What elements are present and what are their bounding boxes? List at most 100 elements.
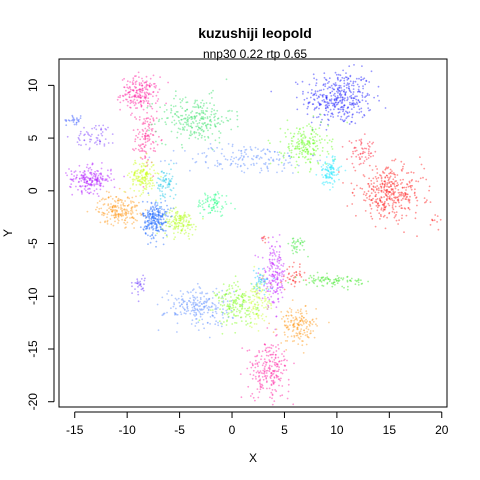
data-point: [221, 314, 224, 316]
data-point: [218, 141, 221, 144]
data-point: [225, 293, 228, 295]
data-point: [144, 88, 147, 90]
data-point: [376, 95, 379, 97]
data-point: [191, 226, 194, 229]
data-point: [201, 303, 204, 305]
data-point: [220, 152, 223, 155]
data-point: [117, 199, 119, 202]
data-point: [87, 182, 89, 185]
data-point: [325, 101, 327, 104]
data-point: [235, 290, 237, 293]
data-point: [200, 117, 203, 120]
data-point: [174, 222, 176, 224]
data-point: [83, 188, 86, 190]
data-point: [218, 163, 221, 166]
data-point: [295, 153, 298, 156]
data-point: [338, 108, 340, 111]
data-point: [271, 301, 274, 303]
data-point: [194, 115, 197, 118]
data-point: [258, 361, 260, 364]
data-point: [174, 228, 176, 230]
data-point: [260, 277, 263, 280]
data-point: [367, 107, 370, 109]
data-point: [179, 216, 182, 219]
data-point: [196, 303, 198, 305]
data-point: [142, 177, 144, 179]
data-point: [96, 177, 99, 180]
data-point: [134, 171, 136, 174]
data-point: [268, 364, 271, 367]
data-point: [163, 212, 166, 215]
data-point: [316, 90, 319, 93]
data-point: [351, 84, 353, 87]
data-point: [203, 327, 206, 330]
data-point: [375, 177, 378, 180]
data-point: [206, 117, 209, 120]
data-point: [337, 88, 339, 91]
data-point: [152, 221, 155, 224]
data-point: [211, 133, 214, 135]
data-point: [126, 216, 128, 219]
data-point: [258, 371, 261, 374]
data-point: [162, 229, 164, 232]
data-point: [425, 178, 428, 181]
data-point: [323, 99, 325, 101]
data-point: [96, 179, 98, 181]
data-point: [138, 175, 141, 178]
data-point: [375, 193, 377, 196]
data-point: [270, 391, 273, 394]
data-point: [146, 120, 149, 123]
data-point: [284, 365, 287, 367]
data-point: [324, 168, 327, 171]
data-point: [332, 159, 335, 162]
data-point: [111, 210, 114, 213]
data-point: [187, 123, 190, 125]
data-point: [159, 210, 161, 212]
data-point: [147, 223, 150, 226]
data-point: [139, 88, 141, 91]
data-point: [135, 170, 138, 172]
data-point: [278, 259, 281, 262]
data-point: [235, 314, 238, 317]
data-point: [312, 142, 315, 145]
data-point: [333, 174, 336, 177]
data-point: [142, 168, 145, 171]
data-point: [295, 147, 298, 150]
data-point: [131, 196, 134, 199]
data-point: [266, 387, 268, 390]
data-point: [117, 206, 120, 209]
point-cluster: [65, 162, 125, 198]
data-point: [142, 287, 144, 289]
data-point: [161, 194, 164, 197]
data-point: [132, 217, 135, 220]
data-point: [332, 167, 335, 170]
data-point: [297, 323, 300, 326]
data-point: [217, 117, 220, 120]
data-point: [402, 178, 404, 181]
data-point: [343, 79, 346, 82]
data-point: [360, 79, 362, 82]
data-point: [389, 191, 391, 193]
data-point: [377, 203, 379, 205]
data-point: [277, 298, 279, 301]
data-point: [328, 102, 330, 105]
data-point: [299, 242, 302, 244]
data-point: [270, 275, 273, 277]
data-point: [117, 215, 120, 218]
data-point: [94, 176, 97, 179]
data-point: [216, 162, 219, 164]
data-point: [115, 196, 117, 198]
data-point: [222, 312, 224, 314]
data-point: [269, 360, 271, 363]
data-point: [354, 95, 357, 98]
data-point: [276, 277, 279, 279]
data-point: [302, 316, 305, 319]
data-point: [105, 178, 108, 181]
data-point: [210, 120, 213, 123]
data-point: [349, 80, 352, 83]
data-point: [245, 324, 248, 326]
data-point: [214, 164, 216, 167]
data-point: [258, 273, 261, 276]
data-point: [149, 183, 152, 185]
